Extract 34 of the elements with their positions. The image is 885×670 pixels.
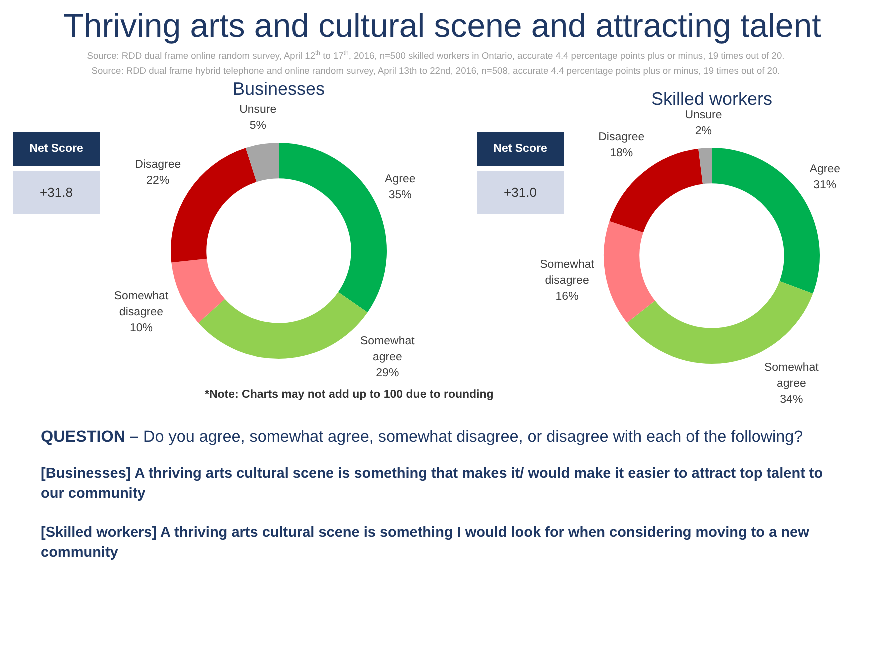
slice-label: Disagree	[598, 131, 645, 144]
data-label: 2%	[695, 125, 712, 138]
data-label: 29%	[376, 368, 400, 380]
slice-label: Somewhat disagree	[114, 290, 170, 319]
slice-label: Somewhat disagree	[540, 259, 596, 288]
text: [Businesses] A thriving arts cultural scene is something that makes it/ would make it easier to attract top talent to our community	[41, 465, 824, 504]
text: [Skilled workers] A thriving arts cultural scene is something I would look for when considering moving to a new community	[41, 524, 810, 563]
source-note: Source: RDD dual frame hybrid telephone and online random survey, April 13th to 22nd, 2016, n=508, accurate 4.4 percentage points plus or minus, 19 times out of 20.	[92, 66, 780, 77]
slice-label: Agree	[810, 164, 841, 176]
data-label: 34%	[780, 394, 804, 406]
text: Net Score	[13, 132, 100, 166]
source-note: Source: RDD dual frame online random survey, April 12$^{th}$ to 17$^{th}$, 2016, n=500 skilled workers in Ontario, accurate 4.4 percentage points plus or minus, 19 times out of 20.	[87, 50, 785, 62]
chart-title: Businesses	[232, 78, 326, 99]
data-label: 22%	[146, 174, 170, 187]
slice-label: Somewhat agree	[764, 362, 820, 390]
data-label: 31%	[814, 180, 837, 192]
data-label: 35%	[388, 190, 412, 202]
chart-title: Skilled workers	[651, 88, 773, 109]
slice-label: Disagree	[135, 158, 182, 171]
text: Net Score	[477, 132, 564, 166]
data-label: 10%	[130, 322, 154, 335]
data-label: 18%	[610, 147, 634, 160]
data-label: 5%	[250, 120, 266, 132]
slice-label: Somewhat agree	[360, 336, 416, 364]
text: QUESTION –	[41, 428, 140, 446]
text: *Note: Charts may not add up to 100 due to rounding	[205, 389, 494, 402]
slice-label: Unsure	[685, 109, 722, 122]
text: +31.0	[477, 171, 564, 214]
slice-label: Unsure	[240, 104, 277, 116]
text: +31.8	[13, 171, 100, 214]
text: Thriving arts and cultural scene and attracting talent	[64, 7, 822, 44]
slice-label: Agree	[385, 174, 416, 186]
data-label: 16%	[556, 291, 579, 304]
text: Do you agree, somewhat agree, somewhat disagree, or disagree with each of the following?	[144, 428, 804, 446]
